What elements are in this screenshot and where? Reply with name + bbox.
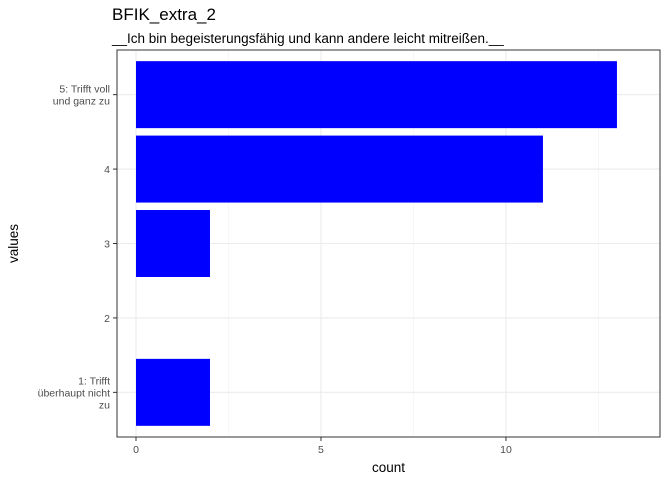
y-tick-label-line: 1: Trifft <box>78 375 110 387</box>
x-axis-title: count <box>372 460 405 475</box>
y-axis-title: values <box>6 224 21 263</box>
x-axis: 0 5 10 <box>133 437 512 456</box>
x-tick-label: 10 <box>500 444 512 456</box>
y-tick-label-line: 3 <box>104 239 110 251</box>
chart-title: BFIK_extra_2 <box>112 5 216 24</box>
bars <box>136 61 617 426</box>
x-tick-label: 0 <box>133 444 139 456</box>
x-tick-label: 5 <box>318 444 324 456</box>
y-tick-label-line: zu <box>99 399 110 411</box>
chart-subtitle: __Ich bin begeisterungsfähig und kann an… <box>112 31 504 46</box>
bar <box>136 358 210 426</box>
y-tick-label: 5: Trifft voll und ganz zu <box>53 84 110 108</box>
y-tick-label-line: 5: Trifft voll <box>59 84 110 96</box>
y-tick-label-line: und ganz zu <box>53 96 110 108</box>
y-tick-label-line: 2 <box>104 313 110 325</box>
bar <box>136 135 543 203</box>
y-tick-label: 1: Trifft überhaupt nicht zu <box>38 375 111 411</box>
bar <box>136 61 617 129</box>
y-axis: 1: Trifft überhaupt nicht zu 2 3 4 5: Trifft v… <box>38 84 117 411</box>
y-tick-label: 4 <box>104 164 110 176</box>
y-tick-label: 2 <box>104 313 110 325</box>
y-tick-label-line: 4 <box>104 164 110 176</box>
y-tick-label-line: überhaupt nicht <box>38 387 110 399</box>
y-tick-label: 3 <box>104 239 110 251</box>
bar <box>136 210 210 277</box>
